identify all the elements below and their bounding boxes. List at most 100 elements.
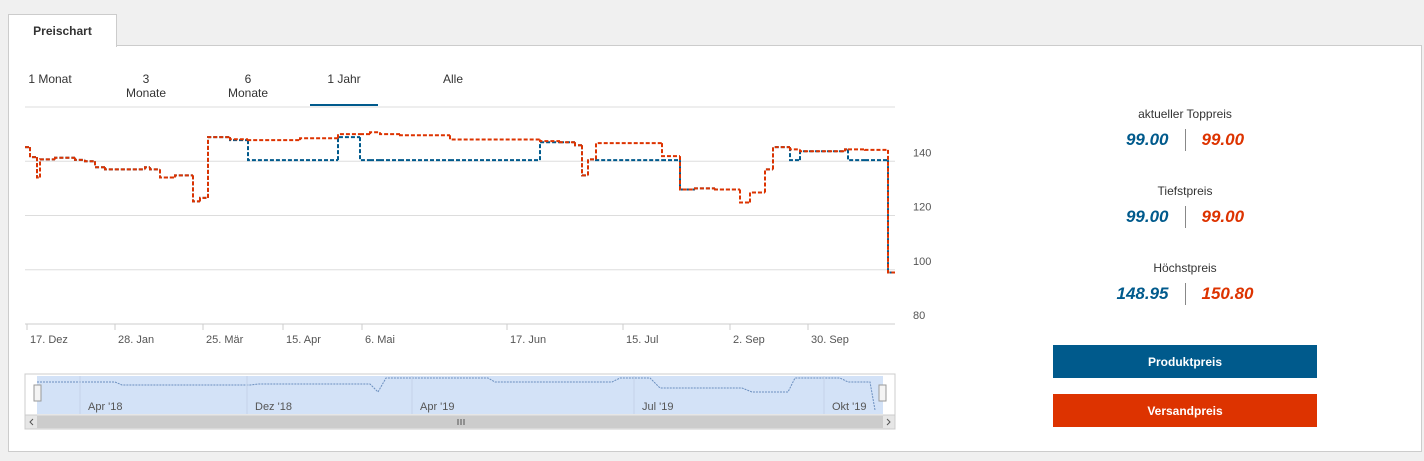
range-button[interactable]: 3 Monate xyxy=(125,72,167,100)
price-step xyxy=(29,147,37,159)
navigator-handle[interactable] xyxy=(878,384,887,402)
price-step xyxy=(772,146,790,170)
y-tick-label: 100 xyxy=(913,256,931,268)
stat-label: aktueller Toppreis xyxy=(1138,107,1232,121)
price-step xyxy=(104,167,145,171)
price-step xyxy=(739,189,750,204)
price-step xyxy=(574,142,582,147)
price-step xyxy=(199,196,208,202)
stat-label: Höchstpreis xyxy=(1153,261,1217,275)
separator xyxy=(1184,129,1186,151)
price-step xyxy=(159,169,175,179)
range-button[interactable]: Alle xyxy=(442,72,463,86)
navigator-label: Apr '19 xyxy=(420,401,455,413)
price-step xyxy=(559,141,575,144)
price-step xyxy=(587,158,596,176)
x-tick-label: 15. Apr xyxy=(286,334,321,346)
navigator-label: Jul '19 xyxy=(642,401,673,413)
navigator-label: Dez '18 xyxy=(255,401,292,413)
stat-value: 148.95 xyxy=(1116,284,1169,303)
x-tick-label: 28. Jan xyxy=(118,334,154,346)
price-step xyxy=(299,137,338,141)
stat-value: 99.00 xyxy=(1201,130,1245,149)
x-tick-label: 17. Dez xyxy=(30,334,68,346)
price-step xyxy=(595,159,662,162)
price-step xyxy=(749,191,765,203)
price-step xyxy=(144,166,150,170)
navigator-handle[interactable] xyxy=(33,384,42,402)
price-step xyxy=(369,131,380,135)
price-step xyxy=(149,167,160,171)
price-step xyxy=(764,168,773,193)
scrollbar-thumb[interactable] xyxy=(37,416,883,428)
price-step xyxy=(29,147,37,159)
price-step xyxy=(39,158,55,178)
price-step xyxy=(864,148,888,151)
price-step xyxy=(207,136,230,198)
price-step xyxy=(789,147,800,151)
price-step xyxy=(54,156,75,160)
price-step xyxy=(661,143,680,158)
x-tick-label: 6. Mai xyxy=(365,334,395,346)
stat-values: 99.00 99.00 xyxy=(1060,206,1310,228)
stat-values: 148.95 150.80 xyxy=(1060,283,1310,305)
stat-value: 99.00 xyxy=(1125,130,1169,149)
range-button[interactable]: 6 Monate xyxy=(227,72,269,100)
price-step xyxy=(799,150,845,161)
price-step xyxy=(772,146,790,170)
price-step xyxy=(749,191,765,203)
price-step xyxy=(174,174,193,178)
price-step xyxy=(94,161,105,169)
stat: Höchstpreis 148.95 150.80 xyxy=(1060,261,1310,305)
stat-label: Tiefstpreis xyxy=(1157,184,1213,198)
stat-value: 99.00 xyxy=(1125,207,1169,226)
price-step xyxy=(337,136,360,161)
price-step xyxy=(539,141,560,161)
range-selector: 1 Monat 3 Monate 6 Monate 1 Jahr Alle xyxy=(25,70,478,106)
price-step xyxy=(539,139,560,143)
price-step xyxy=(679,160,695,191)
price-step xyxy=(799,149,845,153)
price-step xyxy=(679,156,695,191)
price-step xyxy=(39,158,55,178)
y-tick-label: 80 xyxy=(913,310,925,322)
x-tick-label: 25. Mär xyxy=(206,334,244,346)
price-step xyxy=(694,187,715,190)
price-step xyxy=(174,174,193,178)
x-tick-label: 30. Sep xyxy=(811,334,849,346)
stat-values: 99.00 99.00 xyxy=(1060,129,1310,151)
price-step xyxy=(764,168,773,193)
price-step xyxy=(192,175,200,203)
navigator-label: Okt '19 xyxy=(832,401,867,413)
price-step xyxy=(359,137,370,162)
range-button[interactable]: 1 Monat xyxy=(28,72,72,86)
price-step xyxy=(207,136,230,198)
separator xyxy=(1184,283,1186,305)
price-step xyxy=(247,140,300,162)
stat-value: 150.80 xyxy=(1201,284,1254,303)
y-tick-label: 140 xyxy=(913,147,931,159)
navigator-line xyxy=(37,377,876,411)
price-step xyxy=(887,149,895,274)
price-step xyxy=(739,189,750,204)
navigator-selection[interactable] xyxy=(37,376,883,414)
tab[interactable]: Preischart xyxy=(8,14,117,47)
legend-button[interactable]: Produktpreis xyxy=(1053,345,1317,378)
chart: 80 100 120 140 17. Dez 28. Jan 25. Mär 15. Apr 6… xyxy=(24,106,931,430)
price-step xyxy=(379,132,400,136)
price-step xyxy=(581,145,588,177)
price-step xyxy=(74,157,85,161)
x-tick-label: 15. Jul xyxy=(626,334,658,346)
navigator-label: Apr '18 xyxy=(88,401,123,413)
price-step xyxy=(159,169,175,179)
legend-button[interactable]: Versandpreis xyxy=(1053,394,1317,427)
range-button[interactable]: 1 Jahr xyxy=(310,70,378,106)
price-step xyxy=(847,149,865,162)
price-step xyxy=(84,159,95,163)
price-step xyxy=(595,142,662,160)
price-step xyxy=(449,135,540,141)
x-tick-label: 2. Sep xyxy=(733,334,765,346)
stat: Tiefstpreis 99.00 99.00 xyxy=(1060,184,1310,228)
price-step xyxy=(229,137,248,141)
price-step xyxy=(789,147,800,162)
